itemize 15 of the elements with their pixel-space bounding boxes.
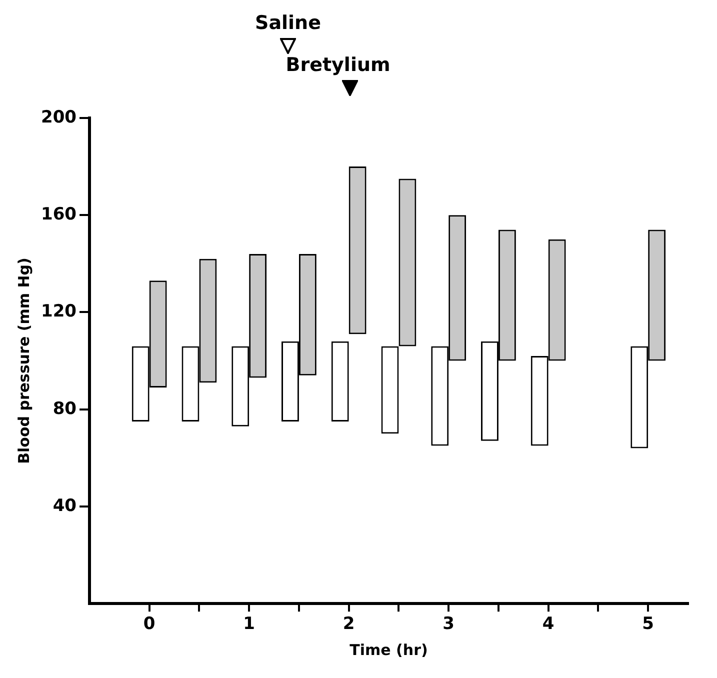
y-tick-label: 160 [40, 204, 77, 225]
x-tick-label: 2 [342, 614, 355, 634]
y-tick-label: 40 [52, 496, 77, 516]
x-tick-label: 4 [542, 614, 554, 634]
y-axis-title: Blood pressure (mm Hg) [14, 258, 33, 464]
y-tick-label: 80 [52, 398, 77, 419]
y-tick-label: 120 [40, 302, 77, 322]
x-tick-label: 5 [642, 614, 654, 634]
text: Bretylium [284, 54, 392, 76]
x-tick-label: 3 [442, 614, 455, 634]
text: Saline [254, 12, 322, 34]
x-tick-label: 1 [243, 614, 256, 634]
y-tick-label: 200 [40, 107, 77, 128]
x-tick-label: 0 [143, 614, 156, 634]
x-axis-title: Time (hr) [350, 640, 428, 659]
